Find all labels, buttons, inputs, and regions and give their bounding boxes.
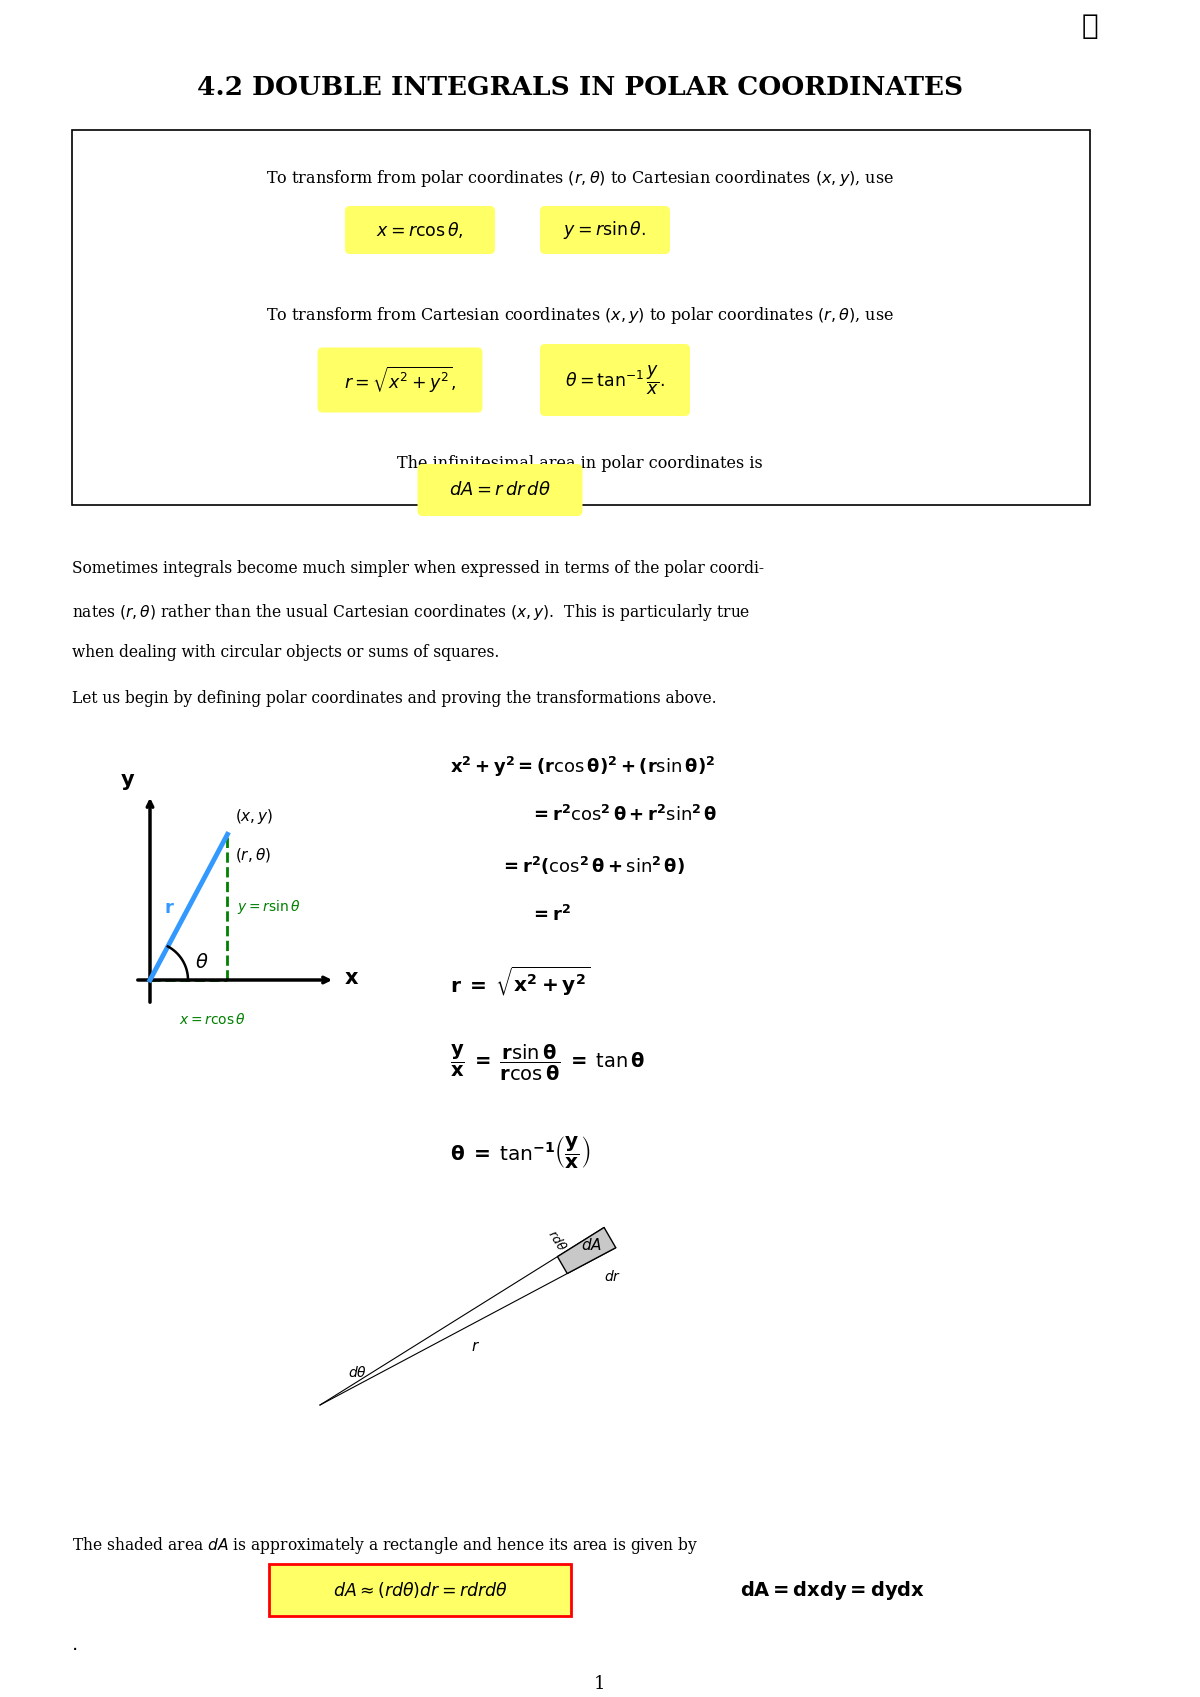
Text: $r$: $r$ [472,1341,480,1354]
FancyBboxPatch shape [418,463,582,516]
Text: $\mathbf{= r^2(\cos^2\theta + \sin^2\theta)}$: $\mathbf{= r^2(\cos^2\theta + \sin^2\the… [500,855,685,877]
Text: $\mathbf{x^2+y^2=(r\cos\theta)^2+(r\sin\theta)^2}$: $\mathbf{x^2+y^2=(r\cos\theta)^2+(r\sin\… [450,755,715,779]
FancyBboxPatch shape [269,1565,571,1616]
Text: x: x [346,967,359,988]
Text: $y = r\sin\theta.$: $y = r\sin\theta.$ [564,219,647,241]
FancyBboxPatch shape [540,344,690,416]
FancyBboxPatch shape [346,205,496,255]
Text: .: . [72,1634,78,1655]
Text: $\mathbf{= r^2}$: $\mathbf{= r^2}$ [530,905,571,925]
Text: $dA \approx (rd\theta)dr = rdrd\theta$: $dA \approx (rd\theta)dr = rdrd\theta$ [332,1580,508,1600]
Text: $\mathbf{\dfrac{y}{x} \;=\; \dfrac{r\sin\theta}{r\cos\theta} \;=\; \tan\theta}$: $\mathbf{\dfrac{y}{x} \;=\; \dfrac{r\sin… [450,1042,646,1083]
FancyBboxPatch shape [318,348,482,412]
Text: $y = r\sin\theta$: $y = r\sin\theta$ [238,898,301,916]
Text: 🐦: 🐦 [1081,12,1098,41]
Text: when dealing with circular objects or sums of squares.: when dealing with circular objects or su… [72,643,499,662]
Text: $x = r\cos\theta,$: $x = r\cos\theta,$ [376,221,464,239]
Text: 4.2 DOUBLE INTEGRALS IN POLAR COORDINATES: 4.2 DOUBLE INTEGRALS IN POLAR COORDINATE… [197,75,964,100]
Text: $x = r\cos\theta$: $x = r\cos\theta$ [180,1011,246,1027]
Text: $dA = r\,dr\,d\theta$: $dA = r\,dr\,d\theta$ [449,480,551,499]
Text: $(r,\theta)$: $(r,\theta)$ [235,847,271,864]
Text: $\mathbf{dA = dxdy = dydx}$: $\mathbf{dA = dxdy = dydx}$ [740,1578,925,1602]
Text: $dr$: $dr$ [604,1269,620,1283]
Text: Sometimes integrals become much simpler when expressed in terms of the polar coo: Sometimes integrals become much simpler … [72,560,764,577]
Text: The infinitesimal area in polar coordinates is: The infinitesimal area in polar coordina… [397,455,763,472]
Text: $\mathbf{\theta \;=\; \tan^{-1}\!\left(\dfrac{y}{x}\right)}$: $\mathbf{\theta \;=\; \tan^{-1}\!\left(\… [450,1135,590,1171]
Text: y: y [121,770,134,791]
Polygon shape [558,1227,616,1273]
Text: $(x,y)$: $(x,y)$ [235,808,274,826]
Text: nates $(r,\theta)$ rather than the usual Cartesian coordinates $(x,y)$.  This is: nates $(r,\theta)$ rather than the usual… [72,602,750,623]
Text: The shaded area $dA$ is approximately a rectangle and hence its area is given by: The shaded area $dA$ is approximately a … [72,1536,698,1556]
Text: To transform from polar coordinates $(r,\theta)$ to Cartesian coordinates $(x,y): To transform from polar coordinates $(r,… [266,168,894,188]
Text: $\theta = \tan^{-1}\dfrac{y}{x}.$: $\theta = \tan^{-1}\dfrac{y}{x}.$ [565,363,665,397]
Text: $dA$: $dA$ [581,1237,601,1254]
Text: $\mathbf{= r^2\cos^2\theta + r^2\sin^2\theta}$: $\mathbf{= r^2\cos^2\theta + r^2\sin^2\t… [530,804,718,825]
FancyBboxPatch shape [72,131,1090,506]
Text: 1: 1 [594,1675,606,1694]
Text: $\theta$: $\theta$ [194,954,209,972]
Text: $r d\theta$: $r d\theta$ [545,1227,569,1254]
Text: Let us begin by defining polar coordinates and proving the transformations above: Let us begin by defining polar coordinat… [72,691,716,708]
Text: $d\theta$: $d\theta$ [348,1364,367,1380]
Text: To transform from Cartesian coordinates $(x,y)$ to polar coordinates $(r,\theta): To transform from Cartesian coordinates … [266,305,894,326]
Text: $r = \sqrt{x^2 + y^2},$: $r = \sqrt{x^2 + y^2},$ [343,365,456,395]
Text: r: r [164,899,174,916]
FancyBboxPatch shape [540,205,670,255]
Text: $\mathbf{r \;=\; \sqrt{x^2 + y^2}}$: $\mathbf{r \;=\; \sqrt{x^2 + y^2}}$ [450,966,590,998]
